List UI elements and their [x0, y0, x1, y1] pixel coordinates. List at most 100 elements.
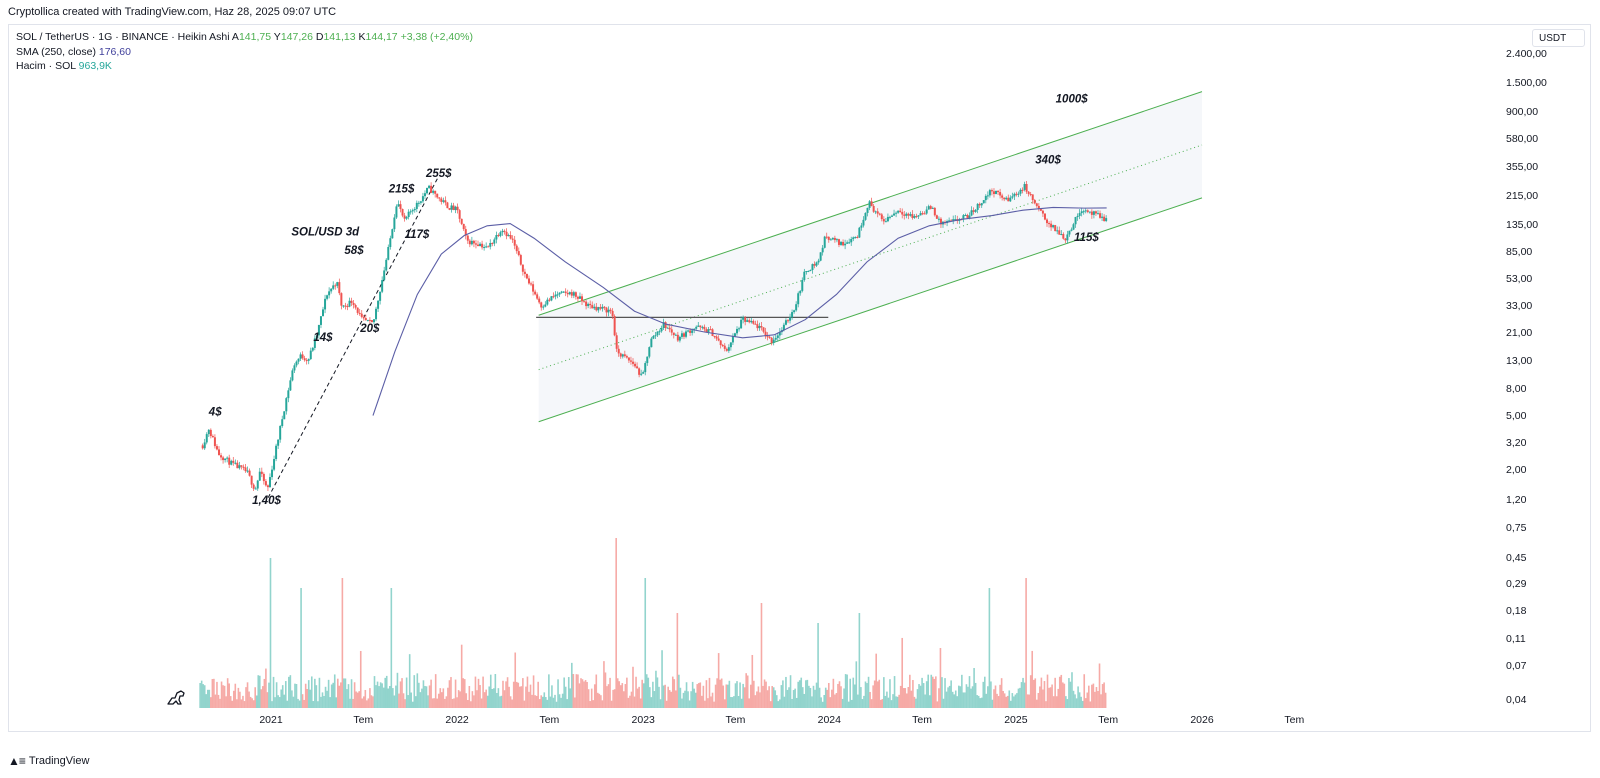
- volume-bar: [462, 678, 465, 708]
- volume-bar: [246, 682, 249, 708]
- volume-bar: [219, 698, 221, 708]
- volume-bar: [632, 666, 634, 708]
- volume-bar: [601, 700, 604, 708]
- volume-bar: [633, 696, 636, 708]
- volume-bar: [705, 680, 708, 708]
- volume-bar: [912, 680, 914, 708]
- volume-bar: [347, 684, 350, 708]
- volume-bar: [306, 688, 308, 708]
- volume-bar: [1045, 701, 1047, 708]
- volume-bar: [791, 698, 793, 708]
- volume-bar: [317, 701, 319, 708]
- volume-bar: [864, 681, 867, 708]
- candle: [344, 302, 347, 310]
- volume-bar: [835, 693, 838, 708]
- volume-bar: [515, 681, 518, 708]
- y-tick-label: 33,00: [1506, 300, 1532, 312]
- volume-bar: [408, 654, 411, 708]
- volume-bar: [531, 694, 533, 708]
- volume-bar: [619, 685, 622, 708]
- candle: [909, 211, 912, 217]
- candle: [709, 326, 712, 331]
- volume-bar: [483, 692, 486, 708]
- volume-bar: [772, 687, 775, 708]
- candle: [674, 333, 677, 336]
- volume-bar: [621, 683, 624, 708]
- volume-bar: [656, 677, 659, 708]
- volume-bar: [748, 698, 751, 708]
- candle: [546, 297, 549, 306]
- candle: [901, 208, 904, 219]
- y-tick-label: 53,00: [1506, 273, 1532, 285]
- candle: [713, 335, 716, 339]
- volume-bar: [780, 685, 783, 708]
- x-tick-label: Tem: [1098, 714, 1118, 726]
- volume-bar: [607, 684, 610, 708]
- symbol-legend-row[interactable]: SOL / TetherUS · 1G · BINANCE · Heikin A…: [16, 30, 473, 45]
- volume-bar: [248, 691, 250, 708]
- volume-bar: [275, 682, 278, 708]
- volume-bar: [1088, 685, 1090, 708]
- candle: [309, 347, 312, 361]
- candle: [315, 333, 318, 341]
- volume-bar: [405, 677, 408, 708]
- volume-bar: [239, 691, 241, 708]
- candle: [597, 306, 600, 313]
- volume-bar: [324, 686, 327, 708]
- volume-bar: [895, 696, 897, 708]
- x-tick-label: 2021: [259, 714, 283, 726]
- sma-legend-row[interactable]: SMA (250, close) 176,60: [16, 45, 473, 60]
- volume-bar: [587, 689, 590, 708]
- volume-bar: [419, 692, 422, 708]
- candle: [362, 314, 365, 321]
- candle: [842, 239, 845, 247]
- volume-bar: [869, 691, 871, 708]
- candle: [1070, 227, 1073, 232]
- candle: [1101, 213, 1104, 222]
- volume-bar: [414, 696, 417, 708]
- volume-bar: [375, 685, 377, 708]
- volume-bar: [616, 678, 619, 708]
- volume-bar: [948, 685, 951, 708]
- volume-bar: [445, 696, 448, 708]
- volume-bar: [792, 690, 795, 708]
- candle: [886, 213, 889, 223]
- volume-bar: [543, 692, 546, 708]
- candle: [784, 318, 787, 326]
- volume-bar: [896, 696, 899, 708]
- volume-legend-row[interactable]: Hacim · SOL 963,9K: [16, 59, 473, 74]
- candle: [581, 293, 584, 305]
- volume-bar: [676, 613, 679, 708]
- close-value: 144,17: [365, 31, 398, 43]
- volume-bar: [806, 679, 809, 708]
- volume-bar: [525, 686, 527, 708]
- volume-bar: [673, 679, 676, 708]
- volume-bar: [954, 690, 957, 708]
- volume-bar: [410, 692, 413, 708]
- volume-bar: [849, 678, 851, 708]
- volume-bar: [967, 686, 969, 708]
- volume-bar: [208, 689, 211, 708]
- tradingview-brand[interactable]: ▲≡ TradingView: [8, 754, 89, 768]
- trend-line: [264, 176, 439, 505]
- volume-bar: [639, 698, 642, 708]
- candle: [595, 302, 598, 312]
- candle: [970, 206, 973, 217]
- candle: [271, 465, 274, 480]
- volume-bar: [881, 699, 884, 708]
- volume-bar: [459, 691, 461, 708]
- candle: [585, 300, 588, 310]
- candle: [1062, 232, 1065, 240]
- candle: [403, 212, 406, 222]
- chart-legend: SOL / TetherUS · 1G · BINANCE · Heikin A…: [16, 30, 473, 74]
- volume-bar: [730, 697, 732, 708]
- volume-bar: [665, 700, 668, 708]
- volume-bar: [569, 688, 572, 708]
- volume-bar: [517, 682, 520, 708]
- volume-bar: [598, 693, 601, 708]
- currency-button[interactable]: USDT: [1532, 29, 1585, 47]
- dinosaur-icon[interactable]: [167, 690, 185, 705]
- volume-bar: [278, 697, 281, 708]
- candle: [562, 291, 565, 294]
